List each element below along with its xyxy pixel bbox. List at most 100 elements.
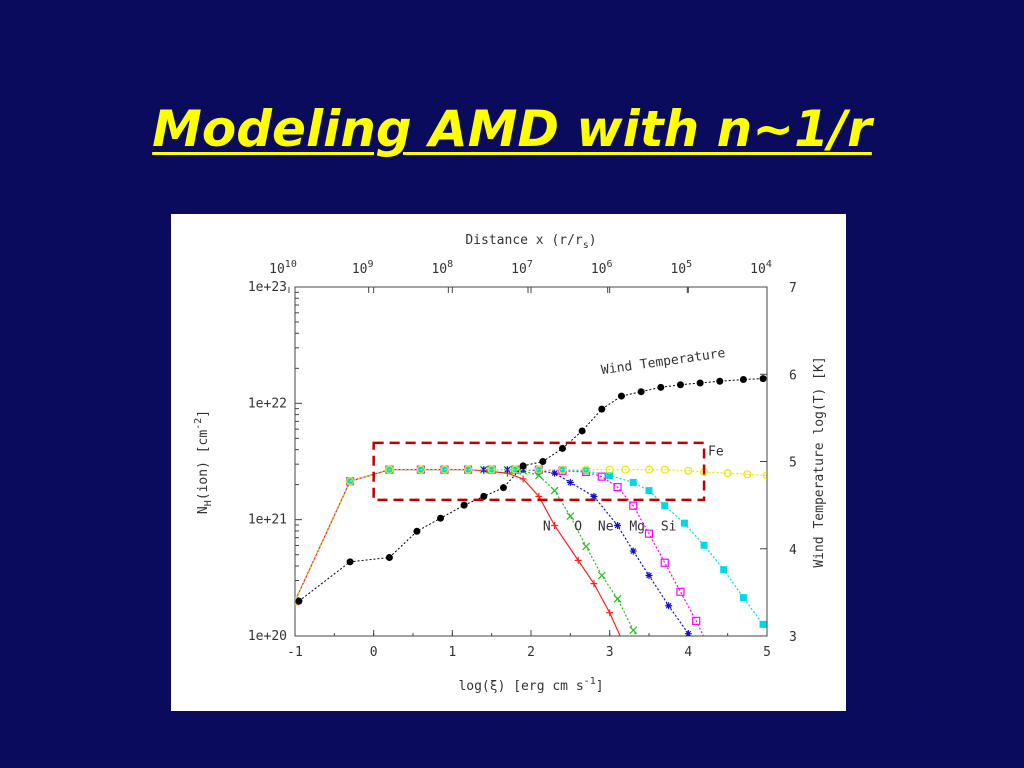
y-tick-label: 1e+22 — [248, 396, 287, 411]
y-tick-label: 1e+20 — [248, 629, 287, 644]
y2-tick-label: 5 — [789, 456, 797, 471]
point-marker — [590, 492, 598, 500]
top-tick-label: 106 — [591, 259, 613, 277]
point-marker — [413, 527, 421, 535]
point-marker — [629, 626, 638, 635]
point-marker — [590, 580, 598, 588]
footer-date: 10/28/2010 SEAL @GSFC — [440, 710, 584, 725]
point-marker — [644, 529, 654, 538]
y2-tick-label: 4 — [789, 543, 797, 558]
top-tick-label: 105 — [670, 259, 692, 277]
point-marker — [499, 484, 507, 492]
series-label-o: O — [574, 519, 582, 534]
point-marker — [617, 392, 625, 400]
series-si — [295, 466, 767, 628]
point-marker — [613, 482, 622, 492]
chart-figure: -1 0 1 2 3 4 5 1e+20 1e+21 1e+22 1e+23 3 4 5 6 7 1010 109… — [171, 214, 846, 711]
point-marker — [645, 487, 653, 495]
top-tick-label: 1010 — [269, 259, 297, 277]
point-marker — [578, 427, 586, 435]
point-marker — [701, 656, 708, 663]
point-marker — [605, 465, 614, 474]
x-axis-label: log(ξ) [erg cm s-1] — [458, 676, 603, 694]
point-marker — [582, 467, 590, 475]
point-marker — [566, 512, 575, 521]
top-tick-label: 109 — [352, 259, 374, 277]
point-marker — [621, 465, 630, 474]
y-tick-label: 1e+21 — [248, 513, 287, 528]
top-tick-label: 104 — [750, 259, 772, 277]
x-tick-label: 1 — [448, 645, 456, 660]
point-marker — [606, 609, 614, 617]
point-marker — [511, 466, 519, 474]
point-marker — [720, 566, 728, 574]
point-marker — [464, 466, 472, 474]
point-marker — [385, 553, 393, 561]
series-fe — [295, 465, 767, 606]
point-marker — [680, 519, 688, 527]
point-marker — [708, 650, 715, 657]
y2-tick-label: 6 — [789, 368, 797, 383]
axes-layer: -1 0 1 2 3 4 5 1e+20 1e+21 1e+22 1e+23 3 4 5 6 7 1010 109… — [248, 259, 797, 660]
top-tick-label: 107 — [511, 259, 533, 277]
point-marker — [582, 542, 590, 551]
point-marker — [519, 475, 527, 483]
point-marker — [696, 379, 704, 387]
point-marker — [551, 469, 559, 477]
point-marker — [558, 465, 567, 474]
y2-tick-label: 3 — [789, 630, 797, 645]
series-label-n: N — [543, 519, 551, 534]
point-marker — [759, 620, 767, 628]
point-marker — [519, 466, 527, 474]
point-marker — [743, 470, 752, 479]
point-marker — [480, 492, 488, 500]
point-marker — [534, 465, 543, 474]
point-marker — [597, 472, 606, 481]
point-marker — [519, 462, 527, 470]
point-marker — [463, 465, 473, 474]
point-marker — [551, 521, 559, 529]
point-marker — [739, 375, 747, 383]
point-marker — [550, 486, 559, 495]
point-marker — [440, 465, 449, 474]
point-marker — [629, 478, 637, 486]
point-marker — [346, 558, 354, 566]
point-marker — [558, 444, 566, 452]
x-tick-label: -1 — [287, 645, 303, 660]
point-marker — [660, 465, 669, 474]
x-tick-label: 2 — [527, 645, 535, 660]
point-marker — [629, 547, 637, 555]
point-marker — [676, 381, 684, 389]
series-label-mg: Mg — [629, 519, 645, 534]
point-marker — [723, 469, 732, 478]
point-marker — [716, 377, 724, 385]
point-marker — [480, 466, 488, 474]
point-marker — [597, 571, 606, 580]
plot-frame — [294, 286, 768, 637]
x-tick-label: 0 — [370, 645, 378, 660]
temperature-label: Wind Temperature — [600, 346, 726, 378]
point-marker — [539, 458, 547, 465]
point-marker — [637, 388, 645, 396]
point-marker — [511, 465, 520, 474]
point-marker — [295, 597, 303, 605]
slide-title: Modeling AMD with n~1/r — [152, 100, 872, 158]
point-marker — [665, 602, 673, 610]
top-tick-label: 108 — [431, 259, 453, 277]
series-temperature — [295, 375, 767, 605]
point-marker — [345, 477, 355, 486]
point-marker — [613, 594, 622, 603]
point-marker — [581, 465, 591, 474]
series-line-n — [295, 469, 621, 636]
point-marker — [622, 644, 629, 651]
highlight-box — [372, 441, 706, 502]
point-marker — [676, 587, 685, 596]
point-marker — [346, 477, 354, 485]
series-line-fe — [295, 469, 767, 602]
point-marker — [762, 471, 767, 480]
series-line-mg — [295, 469, 705, 636]
point-marker — [416, 465, 425, 474]
labels-layer: N O Ne Mg Si Fe Wind Temperature — [543, 346, 727, 535]
point-marker — [645, 572, 653, 580]
point-marker — [700, 541, 708, 549]
